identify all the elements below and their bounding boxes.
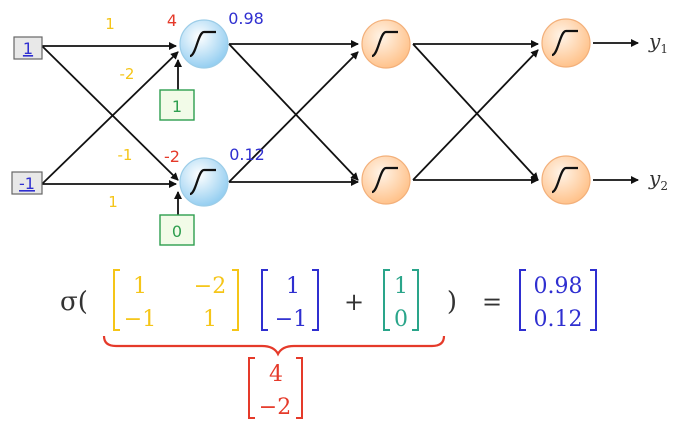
neuron-layer3-2: [541, 155, 591, 205]
edge-x1-n2: [41, 45, 179, 181]
input-x2: -1: [11, 171, 43, 195]
sigma-open: σ(: [60, 287, 88, 317]
output-y1: y1: [648, 29, 668, 56]
equation: σ( 1 −2 −1 1 1 −1 + 1 0 ) = 0.: [60, 269, 597, 420]
bias-vector: [383, 269, 419, 331]
sigmoid-icon: [371, 30, 398, 58]
bracket-right: [312, 269, 319, 331]
edge-h1-o2: [412, 43, 539, 181]
sigmoid-icon: [189, 30, 216, 58]
bias-b2: 0: [159, 214, 195, 246]
bracket-left: [519, 269, 526, 331]
weight-w12: -1: [118, 146, 133, 164]
preact-vector: [248, 357, 303, 419]
neuron-layer1-1: [179, 19, 229, 69]
neuron-circle: [361, 19, 411, 69]
input-x1: 1: [13, 36, 43, 60]
weight-matrix: [113, 269, 239, 331]
bias-box: [159, 214, 195, 246]
sigmoid-icon: [371, 166, 398, 194]
neuron-layer2-1: [361, 19, 411, 69]
vector-b-1: 1: [394, 274, 408, 299]
vector-x-2: −1: [275, 307, 307, 332]
plus-sign: +: [344, 288, 364, 316]
close-paren: ): [447, 287, 457, 317]
preact-z1: 4: [167, 11, 177, 30]
neuron-layer2-2: [361, 155, 411, 205]
vector-x-1: 1: [286, 274, 300, 299]
input-box: [13, 36, 43, 60]
neuron-circle: [361, 155, 411, 205]
underbrace: [102, 335, 446, 357]
matrix-w-11: 1: [133, 274, 147, 299]
edge-h2-o1: [412, 49, 539, 181]
bias-b1-value: 1: [172, 97, 182, 116]
weight-w22: 1: [108, 193, 118, 211]
neuron-layer1-2: [179, 157, 229, 207]
vector-result-1: 0.98: [534, 274, 583, 299]
activation-a2: 0.12: [229, 145, 265, 164]
neuron-circle: [541, 155, 591, 205]
input-x2-value: -1: [19, 174, 35, 193]
input-vector: [261, 269, 319, 331]
bias-box: [159, 89, 195, 121]
vector-result-2: 0.12: [534, 307, 583, 332]
neuron-circle: [179, 157, 229, 207]
bracket-left: [248, 357, 255, 419]
sigmoid-icon: [551, 29, 578, 57]
bracket-left: [383, 269, 390, 331]
bracket-right: [232, 269, 239, 331]
bracket-right: [590, 269, 597, 331]
bracket-left: [113, 269, 120, 331]
input-x1-value: 1: [23, 39, 33, 58]
output-y2: y2: [648, 166, 668, 193]
input-box: [11, 171, 43, 195]
edge-n2-h1: [228, 51, 359, 183]
matrix-w-22: 1: [203, 307, 217, 332]
equals-sign: =: [482, 288, 502, 316]
bracket-right: [412, 269, 419, 331]
matrix-w-21: −1: [124, 307, 156, 332]
weight-w21: -2: [120, 65, 135, 83]
bias-b2-value: 0: [172, 222, 182, 241]
neuron-layer3-1: [541, 18, 591, 68]
edge-n1-h2: [228, 43, 359, 181]
activation-a1: 0.98: [228, 9, 264, 28]
sigmoid-icon: [551, 166, 578, 194]
neuron-circle: [179, 19, 229, 69]
vector-z-1: 4: [269, 362, 283, 387]
preact-z2: -2: [164, 147, 180, 166]
result-vector: [519, 269, 597, 331]
vector-b-2: 0: [394, 307, 408, 332]
matrix-w-12: −2: [194, 274, 226, 299]
weight-w11: 1: [105, 15, 115, 33]
edge-x2-n1: [41, 51, 179, 185]
bias-b1: 1: [159, 89, 195, 121]
sigmoid-icon: [189, 168, 216, 196]
bracket-left: [261, 269, 268, 331]
bracket-right: [296, 357, 303, 419]
vector-z-2: −2: [259, 395, 291, 420]
connections: [41, 39, 639, 215]
neuron-circle: [541, 18, 591, 68]
